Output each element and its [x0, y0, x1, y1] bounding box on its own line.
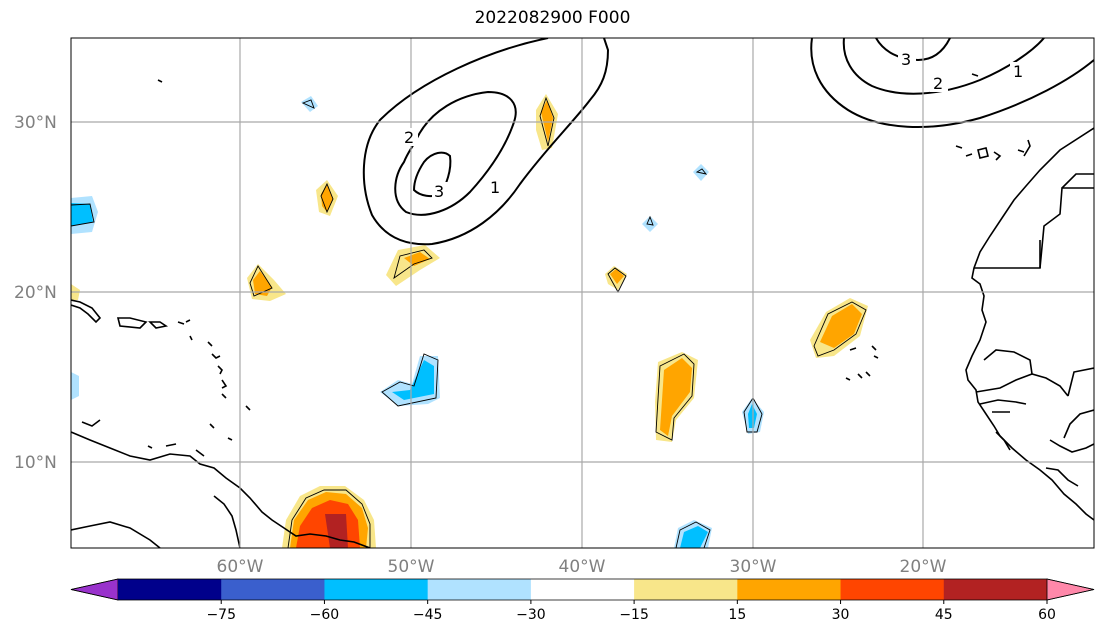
- map-border: [70, 37, 1095, 549]
- colorbar-segment: [324, 579, 429, 600]
- contour-labels: 2 1 3 3 2 1: [400, 50, 1028, 201]
- contour-label: 2: [404, 128, 414, 147]
- colorbar-tick-label: 30: [832, 607, 850, 623]
- colorbar-segment: [737, 579, 842, 600]
- colorbar: −75−60−45−30−151530456075: [70, 578, 1095, 623]
- colorbar-segment: [118, 579, 222, 600]
- shaded-field: [71, 94, 868, 548]
- colorbar-outline: [70, 578, 1095, 601]
- lon-labels: 60°W 50°W 40°W 30°W 20°W: [217, 557, 947, 577]
- colorbar-segment: [634, 579, 738, 600]
- shade-outlines: [71, 96, 867, 548]
- colorbar-tick-label: −60: [310, 607, 340, 623]
- map-title: 2022082900 F000: [474, 8, 631, 28]
- colorbar-tick-label: −15: [619, 607, 649, 623]
- colorbar-arrow-right: [1046, 578, 1095, 601]
- colorbar-tick-label: −30: [516, 607, 546, 623]
- lon-label: 60°W: [217, 557, 264, 577]
- colorbar-tick-label: −75: [206, 607, 236, 623]
- contour-label: 3: [901, 50, 911, 69]
- contour-label: 2: [933, 74, 943, 93]
- colorbar-tick-label: 45: [935, 607, 953, 623]
- lat-labels: 30°N 20°N 10°N: [14, 113, 57, 473]
- lon-label: 30°W: [730, 557, 777, 577]
- colorbar-arrow-left: [70, 578, 119, 601]
- colorbar-segment: [840, 579, 945, 600]
- colorbar-tick-label: −45: [413, 607, 443, 623]
- lat-label: 10°N: [14, 453, 57, 473]
- contour-label: 1: [1013, 62, 1023, 81]
- contour-label: 3: [434, 182, 444, 201]
- colorbar-segment: [943, 579, 1048, 600]
- lat-label: 30°N: [14, 113, 57, 133]
- gridlines: [71, 38, 1094, 548]
- lat-label: 20°N: [14, 283, 57, 303]
- colorbar-tick-label: 15: [728, 607, 746, 623]
- colorbar-segment: [427, 579, 532, 600]
- coastlines: [71, 73, 1094, 548]
- lon-label: 20°W: [900, 557, 947, 577]
- contour-label: 1: [490, 178, 500, 197]
- colorbar-tick-label: 60: [1038, 607, 1056, 623]
- colorbar-segment: [530, 579, 635, 600]
- lon-label: 40°W: [559, 557, 606, 577]
- lon-label: 50°W: [388, 557, 435, 577]
- contour-lines: [362, 38, 1094, 246]
- colorbar-segment: [221, 579, 325, 600]
